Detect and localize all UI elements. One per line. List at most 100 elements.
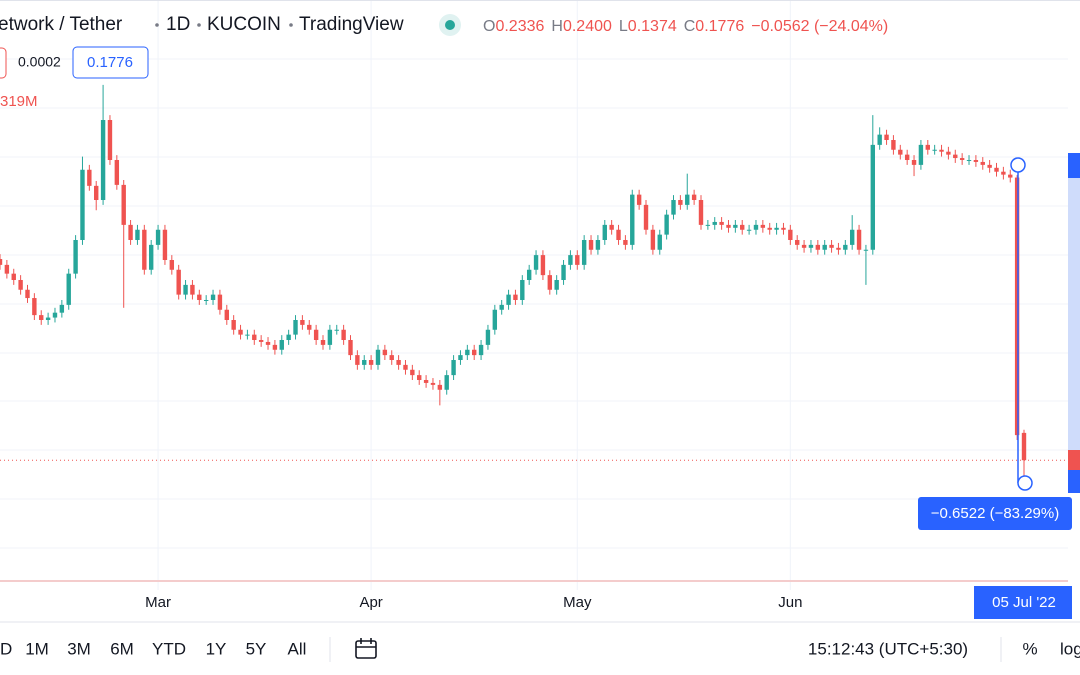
log-toggle[interactable]: log xyxy=(1060,639,1080,658)
candle-body xyxy=(1001,171,1006,175)
candle-body xyxy=(547,275,552,290)
candle-body xyxy=(753,224,759,230)
range-button[interactable]: 1M xyxy=(25,639,49,658)
range-button[interactable]: 1Y xyxy=(206,639,227,658)
candle-body xyxy=(540,255,546,276)
change: −0.0562 (−24.04%) xyxy=(751,18,888,35)
separator xyxy=(197,23,201,27)
candle-body xyxy=(987,164,992,168)
candle-body xyxy=(836,247,841,250)
measure-label: −0.6522 (−83.29%) xyxy=(931,505,1059,522)
x-tick-label: Apr xyxy=(359,594,382,611)
candle-body xyxy=(815,244,821,250)
ohlc-key: H xyxy=(551,18,563,35)
candle-body xyxy=(726,224,731,228)
candle-body xyxy=(870,144,876,250)
candle-body xyxy=(114,160,120,185)
candle-body xyxy=(678,200,683,205)
range-button[interactable]: 3M xyxy=(67,639,91,658)
candle-body xyxy=(733,224,738,228)
candle-body xyxy=(691,194,697,200)
candle-body xyxy=(554,280,559,290)
candle-body xyxy=(437,384,443,390)
candle-body xyxy=(904,154,910,160)
candle-body xyxy=(348,340,353,356)
candle-body xyxy=(73,240,78,274)
candle-body xyxy=(513,294,518,300)
candle-body xyxy=(1014,177,1020,436)
range-button[interactable]: YTD xyxy=(152,639,186,658)
ohlc-key: C xyxy=(684,18,696,35)
candle-body xyxy=(788,229,793,240)
ohlc-key: O xyxy=(483,18,495,35)
candle-body xyxy=(45,317,51,320)
candle-body xyxy=(368,360,374,365)
candle-body xyxy=(698,200,704,225)
x-tick-label: May xyxy=(563,594,592,611)
candle-body xyxy=(272,344,278,350)
volume-label: 319M xyxy=(0,93,38,110)
candle-body xyxy=(423,380,429,383)
candle-body xyxy=(959,158,965,160)
candle-body xyxy=(252,334,257,340)
compare-icon[interactable] xyxy=(355,638,377,659)
candle-body xyxy=(781,227,786,230)
candle-body xyxy=(362,360,367,365)
measure-box xyxy=(918,497,1072,530)
candle-body xyxy=(719,221,724,225)
candle-body xyxy=(829,244,834,248)
percent-toggle[interactable]: % xyxy=(1022,639,1037,658)
range-button[interactable]: 5Y xyxy=(246,639,267,658)
candle-body xyxy=(444,375,449,390)
candle-body xyxy=(1021,432,1027,461)
candle-body xyxy=(506,294,511,305)
candle-body xyxy=(258,340,264,342)
candle-body xyxy=(891,140,896,150)
candle-body xyxy=(128,224,133,240)
candle-body xyxy=(183,284,188,295)
candle-body xyxy=(121,184,126,225)
ask-box xyxy=(72,46,149,79)
candle-body xyxy=(602,224,607,240)
candle-body xyxy=(705,224,711,226)
candle-body xyxy=(169,260,175,270)
candle-body xyxy=(760,224,766,228)
range-button[interactable]: 6M xyxy=(110,639,134,658)
candle-body xyxy=(801,244,807,248)
candle-body xyxy=(39,315,44,320)
candle-body xyxy=(382,349,388,356)
separator xyxy=(289,23,293,27)
candle-body xyxy=(849,229,855,245)
candle-body xyxy=(478,344,484,356)
symbol: etwork / Tether xyxy=(0,14,123,35)
candle-body xyxy=(980,161,985,165)
bid-box xyxy=(0,47,7,79)
candle-body xyxy=(155,229,161,245)
range-button[interactable]: All xyxy=(288,639,307,658)
candle-body xyxy=(630,194,635,245)
ohlc-value: 0.2400 xyxy=(563,18,612,35)
candle-body xyxy=(657,234,662,250)
candle-body xyxy=(389,355,394,360)
candle-body xyxy=(217,294,223,310)
candle-body xyxy=(148,244,154,270)
candle-body xyxy=(375,349,381,365)
candle-body xyxy=(100,120,106,200)
candle-body xyxy=(884,134,889,140)
measure-handle[interactable] xyxy=(1017,475,1033,491)
candle-body xyxy=(925,144,930,150)
candle-body xyxy=(176,269,181,295)
date-label: 05 Jul '22 xyxy=(992,594,1056,611)
candle-body xyxy=(671,200,676,215)
measure-handle[interactable] xyxy=(1010,157,1026,173)
candle-body xyxy=(774,227,779,230)
ohlc-key: L xyxy=(619,18,628,35)
status-dot xyxy=(445,20,455,30)
x-tick-label: Mar xyxy=(145,594,171,611)
candle-body xyxy=(355,355,360,365)
candle-body xyxy=(162,229,168,260)
candle-body xyxy=(623,240,628,245)
candle-body xyxy=(561,264,566,280)
range-button[interactable]: D xyxy=(0,639,12,658)
candle-body xyxy=(932,149,937,151)
